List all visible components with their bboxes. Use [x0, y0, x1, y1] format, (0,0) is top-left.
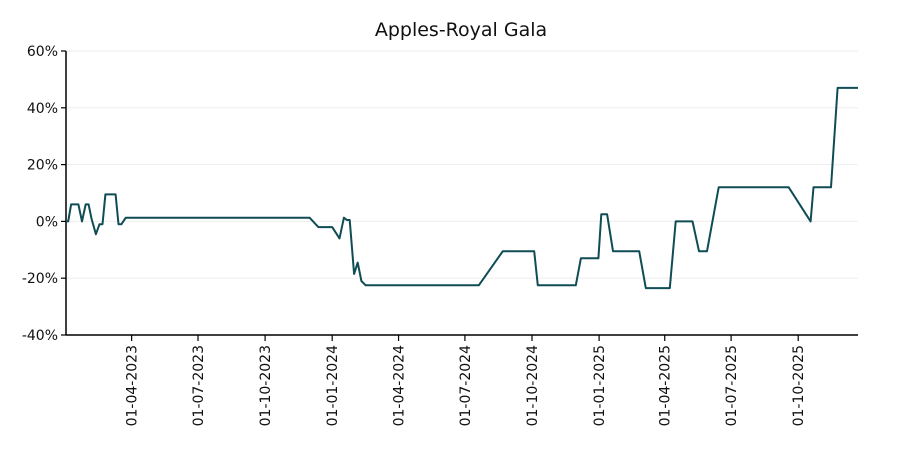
x-tick-label: 01-07-2025 [724, 345, 740, 426]
series-line [66, 86, 858, 290]
y-tick-label: 20% [27, 158, 58, 174]
x-tick-label: 01-04-2025 [658, 345, 674, 426]
chart-title: Apples-Royal Gala [375, 19, 547, 41]
x-tick-label: 01-04-2024 [392, 345, 408, 426]
axes [65, 51, 858, 336]
x-axis-ticks: 01-04-2023 01-07-2023 01-10-2023 01-01-2024… [125, 335, 807, 426]
y-tick-label: 0% [36, 214, 58, 230]
x-tick-label: 01-10-2023 [258, 345, 274, 426]
x-tick-label: 01-07-2023 [191, 345, 207, 426]
x-tick-label: 01-10-2024 [525, 345, 541, 426]
x-tick-label: 01-01-2024 [325, 345, 341, 426]
x-tick-label: 01-10-2025 [791, 345, 807, 426]
y-axis-ticks: -40% -20% 0% 20% 40% 60% [22, 44, 66, 344]
x-tick-label: 01-07-2024 [458, 345, 474, 426]
y-tick-label: 40% [27, 101, 58, 117]
x-tick-label: 01-01-2025 [592, 345, 608, 426]
grid-lines [66, 50, 858, 279]
y-tick-label: 60% [27, 44, 58, 60]
x-tick-label: 01-04-2023 [125, 345, 141, 426]
y-tick-label: -40% [22, 328, 58, 344]
y-tick-label: -20% [22, 271, 58, 287]
